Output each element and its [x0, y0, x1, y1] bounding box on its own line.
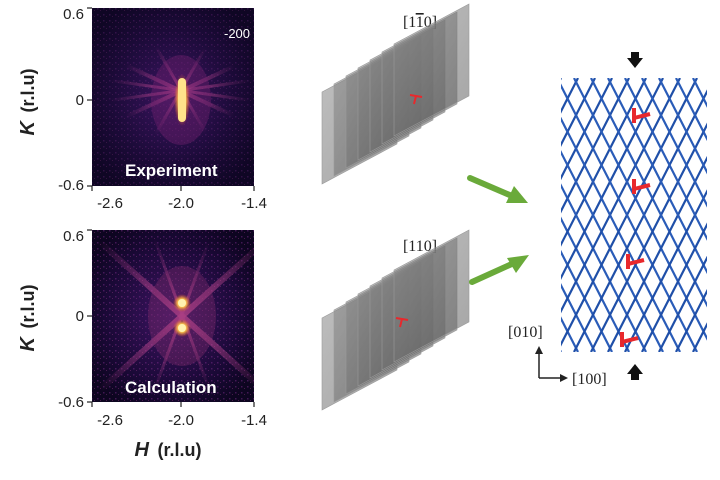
x-axis-variable: H [135, 439, 150, 461]
lattice-line [561, 283, 596, 352]
bottom-y-tick: 0.6 [63, 228, 84, 245]
lattice-line [590, 78, 707, 308]
lattice-line [561, 116, 681, 352]
direction-100-label: [100] [572, 371, 607, 388]
calculation-label: Calculation [125, 378, 217, 397]
lattice-line [561, 83, 698, 352]
lattice-line [658, 255, 707, 352]
dislocation-marker [626, 254, 645, 269]
atomic-plane [393, 3, 470, 137]
miller-prefix: [1 [403, 14, 416, 31]
top-map-axes: -2.6 -2.0 -1.4 0.6 0 -0.6 K (r.l.u) [17, 6, 267, 212]
experiment-label: Experiment [125, 161, 218, 180]
dislocation-symbol [395, 317, 409, 328]
lattice-line [561, 78, 596, 147]
atomic-plane [393, 229, 470, 363]
compression-arrow-bottom [627, 364, 643, 374]
bottom-y-tick: -0.6 [58, 394, 84, 411]
top-y-tick: -0.6 [58, 177, 84, 194]
lattice-line [641, 222, 707, 352]
calculation-hot-spot-upper [178, 299, 186, 307]
lattice-panel [561, 52, 720, 380]
lattice-line [561, 149, 664, 352]
y-axis-variable: K [17, 335, 39, 351]
top-x-tick: -1.4 [241, 195, 267, 212]
direction-010-label: [010] [508, 324, 543, 341]
calculation-hot-spot-lower [178, 324, 186, 332]
top-y-tick: 0.6 [63, 6, 84, 23]
lattice-line [624, 189, 707, 352]
lattice-line [710, 78, 720, 352]
calculation-map: Calculation [92, 230, 254, 402]
svg-text:K (r.l.u): K (r.l.u) [17, 69, 39, 136]
compression-arrow-top [627, 58, 643, 68]
lattice-line [607, 78, 707, 275]
plane-stack-bottom [321, 229, 470, 411]
lattice-line [675, 78, 707, 142]
lattice-line [561, 183, 647, 352]
compression-arrow-bottom-stem [631, 373, 639, 380]
lattice-line [561, 249, 613, 352]
lattice-line [561, 216, 630, 352]
reflection-label: -200 [224, 26, 250, 41]
dislocation-symbol [409, 94, 423, 105]
svg-text:K (r.l.u): K (r.l.u) [17, 285, 39, 352]
bottom-x-tick: -2.6 [97, 412, 123, 429]
y-axis-unit: (r.l.u) [18, 285, 38, 329]
green-arrow-bottom [469, 255, 529, 285]
bottom-x-tick: -1.4 [241, 412, 267, 429]
bottom-y-tick: 0 [76, 308, 84, 325]
lattice-line [675, 288, 707, 352]
top-y-axis-label: K (r.l.u) [17, 69, 39, 136]
top-x-tick: -2.6 [97, 195, 123, 212]
miller-bar-index: 1 [416, 14, 424, 31]
compression-arrow-top-stem [631, 52, 639, 59]
green-arrow-top [467, 175, 528, 203]
y-axis-variable: K [17, 119, 39, 135]
lattice-line [658, 78, 707, 175]
lattice-grid [561, 78, 720, 352]
bottom-map-axes: -2.6 -2.0 -1.4 0.6 0 -0.6 K (r.l.u) H (r… [17, 228, 267, 461]
plane-stack-top [321, 3, 470, 185]
dislocation-marker [632, 179, 651, 194]
lattice-line [561, 78, 630, 214]
lattice-line [624, 78, 707, 241]
y-axis-unit: (r.l.u) [18, 69, 38, 113]
stack-bottom-label: [110] [403, 238, 437, 255]
x-axis-label: H (r.l.u) [135, 439, 202, 461]
lattice-line [573, 78, 707, 341]
top-y-tick: 0 [76, 92, 84, 109]
bottom-x-tick: -2.0 [168, 412, 194, 429]
dislocation-marker [632, 108, 651, 123]
bottom-y-axis-label: K (r.l.u) [17, 285, 39, 352]
lattice-line [641, 78, 707, 208]
dislocation-marker [620, 332, 639, 347]
top-x-tick: -2.0 [168, 195, 194, 212]
crystal-axes-indicator: [010] [100] [508, 324, 607, 388]
dislocation-markers [620, 108, 651, 347]
x-axis-unit: (r.l.u) [157, 440, 201, 460]
experiment-map: -200 Experiment [92, 8, 254, 186]
lattice-line [561, 78, 613, 181]
lattice-line [710, 78, 720, 352]
experiment-hot-spot [178, 78, 186, 122]
